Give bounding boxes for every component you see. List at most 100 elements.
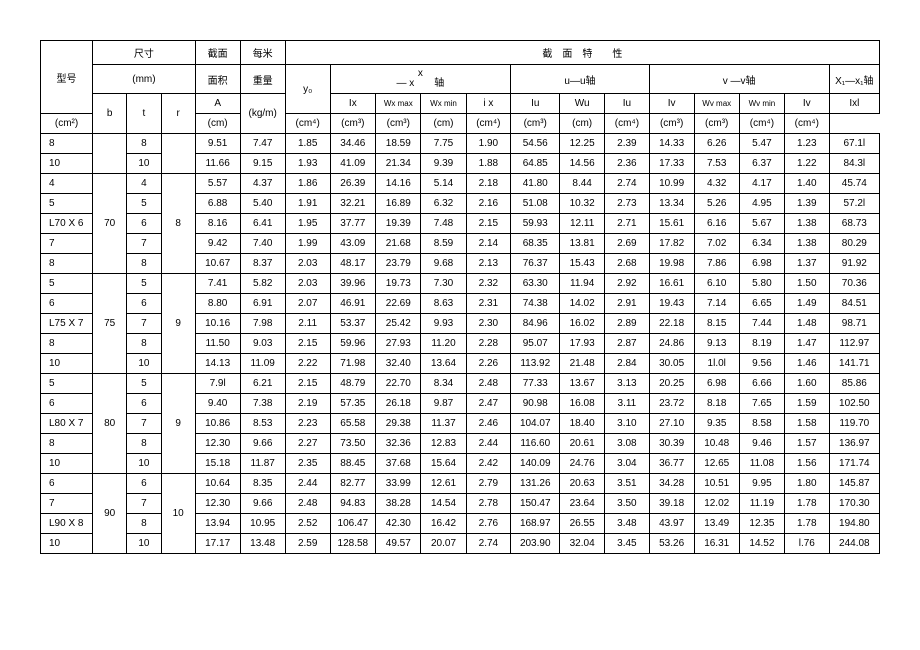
cell-y0: 1.93 bbox=[285, 154, 330, 174]
cell-b: 70 bbox=[93, 174, 127, 274]
cell-Wu: 11.94 bbox=[560, 274, 605, 294]
cell-iv: 1.78 bbox=[784, 514, 829, 534]
cell-model: 6 bbox=[41, 474, 93, 494]
col-wpm: 每米 bbox=[240, 41, 285, 65]
cell-t: 10 bbox=[127, 454, 161, 474]
cell-Wu: 20.63 bbox=[560, 474, 605, 494]
cell-Iu: 150.47 bbox=[511, 494, 560, 514]
cell-Wxmax: 22.70 bbox=[376, 374, 421, 394]
col-kg-unit: (kg/m) bbox=[240, 94, 285, 134]
cell-Wvmax: 8.15 bbox=[694, 314, 739, 334]
cell-Ixl: 102.50 bbox=[829, 394, 879, 414]
cell-Iv: 53.26 bbox=[649, 534, 694, 554]
cell-kg: 11.09 bbox=[240, 354, 285, 374]
cell-y0: 2.35 bbox=[285, 454, 330, 474]
cell-Iu: 95.07 bbox=[511, 334, 560, 354]
cell-Wxmax: 27.93 bbox=[376, 334, 421, 354]
cell-Iu: 64.85 bbox=[511, 154, 560, 174]
cell-Wxmax: 32.36 bbox=[376, 434, 421, 454]
col-iv: Iv bbox=[784, 94, 829, 114]
cell-model: L90 X 8 bbox=[41, 514, 93, 534]
cell-Iu: 84.96 bbox=[511, 314, 560, 334]
cell-kg: 7.38 bbox=[240, 394, 285, 414]
cell-model: 6 bbox=[41, 294, 93, 314]
cell-ix: 1.90 bbox=[466, 134, 511, 154]
col-Wxmin-unit: (cm³) bbox=[376, 114, 421, 134]
cell-y0: 2.22 bbox=[285, 354, 330, 374]
cell-Wvmax: 9.35 bbox=[694, 414, 739, 434]
cell-Wxmin: 7.75 bbox=[421, 134, 466, 154]
cell-Wxmin: 5.14 bbox=[421, 174, 466, 194]
cell-Wvmax: 6.10 bbox=[694, 274, 739, 294]
cell-iv: 1.78 bbox=[784, 494, 829, 514]
cell-Wu: 32.04 bbox=[560, 534, 605, 554]
cell-Wvmin: 5.67 bbox=[739, 214, 784, 234]
cell-iu: 3.50 bbox=[605, 494, 650, 514]
cell-Wxmin: 8.34 bbox=[421, 374, 466, 394]
cell-ix: 2.13 bbox=[466, 254, 511, 274]
cell-Iv: 36.77 bbox=[649, 454, 694, 474]
cell-Wxmax: 19.73 bbox=[376, 274, 421, 294]
cell-iv: 1.57 bbox=[784, 434, 829, 454]
cell-iv: 1.38 bbox=[784, 214, 829, 234]
cell-kg: 7.40 bbox=[240, 234, 285, 254]
cell-Iv: 34.28 bbox=[649, 474, 694, 494]
cell-Ixl: 171.74 bbox=[829, 454, 879, 474]
cell-iu: 2.74 bbox=[605, 174, 650, 194]
cell-y0: 2.19 bbox=[285, 394, 330, 414]
cell-t: 6 bbox=[127, 394, 161, 414]
cell-Ix: 71.98 bbox=[330, 354, 376, 374]
cell-t: 7 bbox=[127, 314, 161, 334]
cell-kg: 9.66 bbox=[240, 434, 285, 454]
cell-t: 6 bbox=[127, 294, 161, 314]
cell-b bbox=[93, 134, 127, 174]
cell-kg: 9.15 bbox=[240, 154, 285, 174]
cell-Ixl: 84.3l bbox=[829, 154, 879, 174]
cell-A: 17.17 bbox=[195, 534, 240, 554]
cell-Ixl: 170.30 bbox=[829, 494, 879, 514]
cell-Iv: 43.97 bbox=[649, 514, 694, 534]
cell-kg: 6.41 bbox=[240, 214, 285, 234]
cell-Iu: 63.30 bbox=[511, 274, 560, 294]
cell-y0: 2.23 bbox=[285, 414, 330, 434]
cell-Ixl: 57.2l bbox=[829, 194, 879, 214]
cell-y0: 2.03 bbox=[285, 274, 330, 294]
cell-kg: 7.98 bbox=[240, 314, 285, 334]
cell-t: 8 bbox=[127, 134, 161, 154]
cell-model: 8 bbox=[41, 134, 93, 154]
cell-kg: 5.40 bbox=[240, 194, 285, 214]
cell-Wu: 14.56 bbox=[560, 154, 605, 174]
cell-Ixl: 119.70 bbox=[829, 414, 879, 434]
cell-Wu: 13.81 bbox=[560, 234, 605, 254]
cell-iu: 2.39 bbox=[605, 134, 650, 154]
col-Wu: Wu bbox=[560, 94, 605, 114]
cell-Wvmin: 4.17 bbox=[739, 174, 784, 194]
cell-A: 11.50 bbox=[195, 334, 240, 354]
cell-Ixl: 98.71 bbox=[829, 314, 879, 334]
cell-Wu: 8.44 bbox=[560, 174, 605, 194]
cell-Wvmin: 5.80 bbox=[739, 274, 784, 294]
cell-model: 10 bbox=[41, 354, 93, 374]
cell-Iv: 20.25 bbox=[649, 374, 694, 394]
col-Wxmin: Wx min bbox=[421, 94, 466, 114]
col-Wvmax: Wv max bbox=[694, 94, 739, 114]
cell-iu: 3.04 bbox=[605, 454, 650, 474]
cell-Ixl: 84.51 bbox=[829, 294, 879, 314]
cell-Wxmax: 33.99 bbox=[376, 474, 421, 494]
cell-Wxmin: 9.68 bbox=[421, 254, 466, 274]
cell-iu: 3.51 bbox=[605, 474, 650, 494]
cell-A: 10.16 bbox=[195, 314, 240, 334]
cell-Iu: 168.97 bbox=[511, 514, 560, 534]
cell-Ix: 34.46 bbox=[330, 134, 376, 154]
cell-Wxmax: 38.28 bbox=[376, 494, 421, 514]
cell-A: 10.64 bbox=[195, 474, 240, 494]
cell-iu: 2.84 bbox=[605, 354, 650, 374]
cell-kg: 5.82 bbox=[240, 274, 285, 294]
cell-Wxmax: 37.68 bbox=[376, 454, 421, 474]
cell-Iv: 22.18 bbox=[649, 314, 694, 334]
col-y0-unit: (cm) bbox=[195, 114, 240, 134]
cell-kg: 7.47 bbox=[240, 134, 285, 154]
cell-iu: 3.11 bbox=[605, 394, 650, 414]
cell-r: 8 bbox=[161, 174, 195, 274]
cell-Wvmin: 6.66 bbox=[739, 374, 784, 394]
